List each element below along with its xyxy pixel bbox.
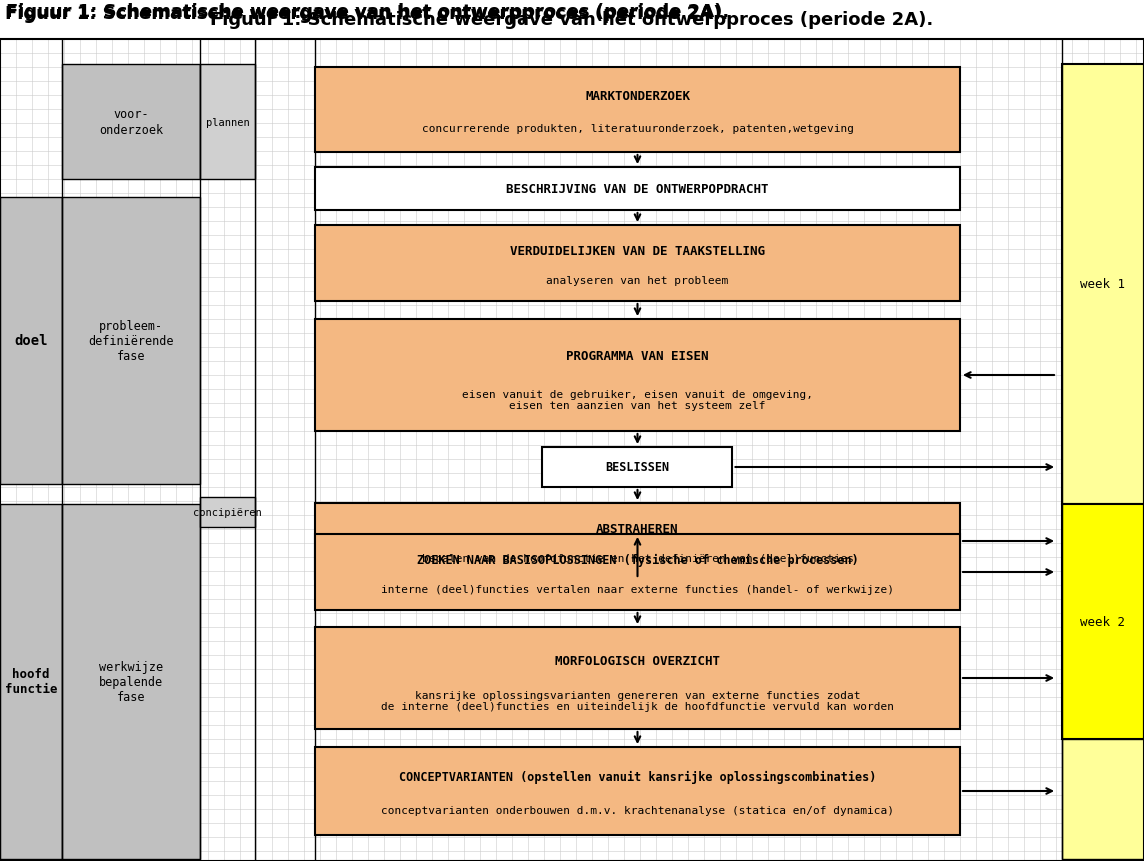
Bar xyxy=(62,198,200,485)
Text: doel: doel xyxy=(14,334,48,348)
Bar xyxy=(0,505,62,859)
Bar xyxy=(315,226,960,301)
Text: CONCEPTVARIANTEN (opstellen vanuit kansrijke oplossingscombinaties): CONCEPTVARIANTEN (opstellen vanuit kansr… xyxy=(399,770,876,783)
Bar xyxy=(315,747,960,835)
Text: hoofd
functie: hoofd functie xyxy=(5,668,57,696)
Bar xyxy=(542,448,732,487)
Text: voor-
onderzoek: voor- onderzoek xyxy=(98,108,164,136)
Text: Figuur 1: Schematische weergave van het ontwerpproces (periode 2A).: Figuur 1: Schematische weergave van het … xyxy=(5,5,729,23)
Text: PROGRAMMA VAN EISEN: PROGRAMMA VAN EISEN xyxy=(566,350,709,363)
Text: VERDUIDELIJKEN VAN DE TAAKSTELLING: VERDUIDELIJKEN VAN DE TAAKSTELLING xyxy=(510,245,765,257)
Text: concurrerende produkten, literatuuronderzoek, patenten,wetgeving: concurrerende produkten, literatuuronder… xyxy=(421,124,853,134)
Bar xyxy=(62,505,200,859)
Text: Figuur 1: Schematische weergave van het ontwerpproces (periode 2A).: Figuur 1: Schematische weergave van het … xyxy=(6,3,729,21)
Bar xyxy=(1062,739,1144,859)
Bar xyxy=(200,65,255,180)
Text: kansrijke oplossingsvarianten genereren van externe functies zodat
de interne (d: kansrijke oplossingsvarianten genereren … xyxy=(381,690,893,711)
Bar xyxy=(0,198,62,485)
Text: BESCHRIJVING VAN DE ONTWERPOPDRACHT: BESCHRIJVING VAN DE ONTWERPOPDRACHT xyxy=(507,183,769,195)
Bar xyxy=(1062,505,1144,739)
Bar xyxy=(315,168,960,211)
Text: MORFOLOGISCH OVERZICHT: MORFOLOGISCH OVERZICHT xyxy=(555,654,720,667)
Bar xyxy=(315,68,960,152)
Text: conceptvarianten onderbouwen d.m.v. krachtenanalyse (statica en/of dynamica): conceptvarianten onderbouwen d.m.v. krac… xyxy=(381,805,893,815)
Text: BESLISSEN: BESLISSEN xyxy=(605,461,669,474)
Bar xyxy=(200,498,255,528)
Text: MARKTONDERZOEK: MARKTONDERZOEK xyxy=(585,90,690,102)
Bar xyxy=(315,504,960,579)
Bar xyxy=(315,628,960,729)
Bar xyxy=(62,65,200,180)
Text: bepalen van de hoofdfunctie en het definiëren van (deel)functies: bepalen van de hoofdfunctie en het defin… xyxy=(421,553,853,563)
Text: probleem-
definiërende
fase: probleem- definiërende fase xyxy=(88,319,174,362)
Text: ZOEKEN NAAR BASISOPLOSSINGEN (fysische of chemische processen): ZOEKEN NAAR BASISOPLOSSINGEN (fysische o… xyxy=(416,553,858,566)
Text: Figuur 1: Schematische weergave van het ontwerpproces (periode 2A).: Figuur 1: Schematische weergave van het … xyxy=(210,11,934,29)
Text: interne (deel)functies vertalen naar externe functies (handel- of werkwijze): interne (deel)functies vertalen naar ext… xyxy=(381,584,893,594)
Text: analyseren van het probleem: analyseren van het probleem xyxy=(547,276,729,285)
Bar xyxy=(315,535,960,610)
Bar xyxy=(1062,65,1144,505)
Text: week 1: week 1 xyxy=(1080,278,1126,291)
Text: werkwijze
bepalende
fase: werkwijze bepalende fase xyxy=(98,660,164,703)
Text: plannen: plannen xyxy=(206,117,249,127)
Text: eisen vanuit de gebruiker, eisen vanuit de omgeving,
eisen ten aanzien van het s: eisen vanuit de gebruiker, eisen vanuit … xyxy=(462,389,813,411)
Bar xyxy=(315,319,960,431)
Text: week 2: week 2 xyxy=(1080,616,1126,629)
Text: ABSTRAHEREN: ABSTRAHEREN xyxy=(596,522,678,535)
Text: concipiëren: concipiëren xyxy=(193,507,262,517)
